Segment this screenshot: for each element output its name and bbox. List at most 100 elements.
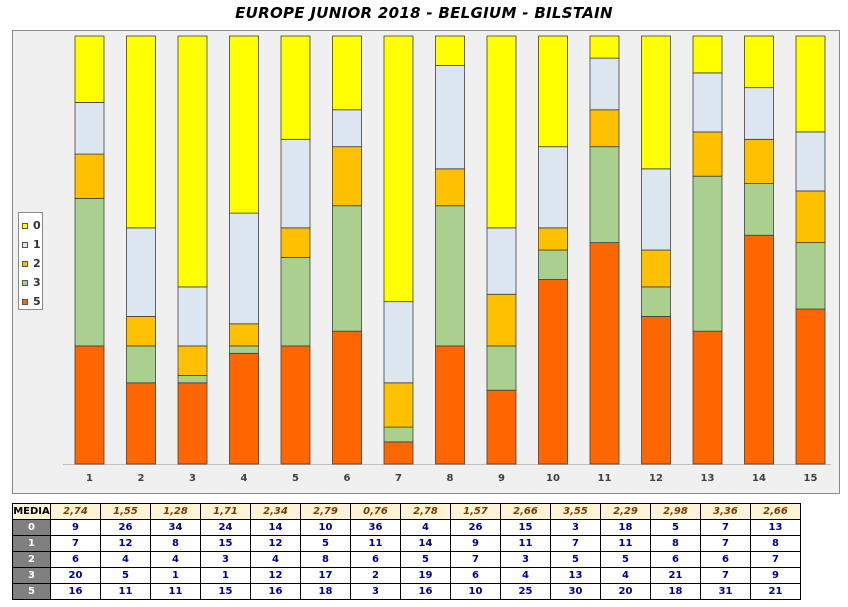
- bar-segment-3-3: [177, 375, 208, 384]
- table-row-label: 2: [12, 551, 51, 568]
- table-cell: 10: [300, 519, 351, 536]
- table-cell: 4: [250, 551, 301, 568]
- table-cell: 12: [100, 535, 151, 552]
- table-cell: 5: [550, 551, 601, 568]
- bar-segment-8-5: [435, 345, 465, 465]
- bar-segment-11-3: [589, 146, 620, 244]
- bar-segment-10-1: [538, 146, 568, 229]
- bar-segment-15-5: [795, 308, 826, 465]
- bar-segment-7-1: [383, 301, 414, 384]
- x-tick-label-5: 5: [292, 473, 299, 484]
- bar-segment-13-2: [692, 131, 723, 177]
- bar-segment-12-5: [641, 316, 671, 465]
- table-cell: 7: [550, 535, 601, 552]
- stacked-bar-chart: 1 2 3 4 5 6 7 8 9 10 11 12 13 14 15: [63, 35, 831, 484]
- chart-legend: 0 1 2 3 5: [18, 212, 43, 310]
- table-cell: 1,28: [150, 503, 201, 520]
- bar-segment-13-0: [692, 35, 723, 74]
- table-cell: 11: [600, 535, 651, 552]
- table-cell: 11: [150, 583, 201, 600]
- table-cell: 36: [350, 519, 401, 536]
- table-cell: 9: [450, 535, 501, 552]
- bar-segment-1-0: [74, 35, 105, 103]
- table-cell: 31: [700, 583, 751, 600]
- chart-plot-area: 1 2 3 4 5 6 7 8 9 10 11 12 13 14 15: [12, 30, 840, 494]
- bar-segment-12-3: [641, 286, 671, 317]
- table-row-label: 3: [12, 567, 51, 584]
- table-cell: 7: [750, 551, 801, 568]
- x-tick-label-2: 2: [138, 473, 145, 484]
- bar-segment-13-3: [692, 175, 723, 332]
- bar-segment-4-3: [229, 345, 259, 354]
- table-cell: 12: [250, 535, 301, 552]
- bar-segment-4-2: [229, 323, 259, 347]
- x-tick-label-8: 8: [447, 473, 454, 484]
- bar-segment-12-0: [641, 35, 671, 170]
- bar-segment-14-0: [744, 35, 774, 89]
- bar-segment-13-5: [692, 330, 723, 465]
- legend-item-0: 0: [19, 216, 42, 235]
- bar-segment-9-3: [486, 345, 517, 391]
- table-cell: 3: [500, 551, 551, 568]
- table-cell: 8: [650, 535, 701, 552]
- bar-segment-12-1: [641, 168, 671, 251]
- bar-segment-2-1: [126, 227, 156, 317]
- bar-segment-10-5: [538, 279, 568, 465]
- bar-segment-15-1: [795, 131, 826, 192]
- x-tick-label-3: 3: [189, 473, 196, 484]
- bar-segment-2-0: [126, 35, 156, 229]
- table-cell: 9: [50, 519, 101, 536]
- table-cell: 4: [150, 551, 201, 568]
- bar-segment-4-1: [229, 212, 259, 325]
- table-cell: 16: [50, 583, 101, 600]
- table-cell: 4: [100, 551, 151, 568]
- table-row-label: 1: [12, 535, 51, 552]
- table-cell: 4: [400, 519, 451, 536]
- bar-segment-1-2: [74, 153, 105, 199]
- bar-segment-6-2: [332, 146, 362, 207]
- bar-segment-9-5: [486, 389, 517, 465]
- table-cell: 5: [100, 567, 151, 584]
- table-row: 0 9 26 34 24 14 10 36 4 26 15 3 18 5 7 13: [12, 519, 801, 536]
- bar-segment-6-0: [332, 35, 362, 111]
- legend-label-3: 3: [33, 276, 41, 289]
- table-cell: 2,79: [300, 503, 351, 520]
- bar-segment-7-2: [383, 382, 414, 428]
- bar-segment-5-5: [280, 345, 311, 465]
- legend-label-2: 2: [33, 257, 41, 270]
- table-cell: 12: [250, 567, 301, 584]
- legend-swatch-1: [22, 241, 28, 248]
- table-cell: 2: [350, 567, 401, 584]
- table-cell: 2,34: [250, 503, 301, 520]
- x-tick-label-7: 7: [395, 473, 402, 484]
- table-cell: 6: [50, 551, 101, 568]
- bar-segment-11-5: [589, 242, 620, 465]
- legend-label-1: 1: [33, 238, 41, 251]
- table-cell: 11: [100, 583, 151, 600]
- table-cell: 8: [300, 551, 351, 568]
- table-row: 5 16 11 11 15 16 18 3 16 10 25 30 20 18 31 21: [12, 583, 801, 600]
- x-tick-label-11: 11: [598, 473, 612, 484]
- table-row: 3 20 5 1 1 12 17 2 19 6 4 13 4 21 7 9: [12, 567, 801, 584]
- table-row-label: MEDIA: [12, 503, 51, 520]
- bar-segment-13-1: [692, 72, 723, 133]
- legend-label-5: 5: [33, 295, 41, 308]
- bar-segment-6-5: [332, 330, 362, 465]
- table-cell: 2,66: [500, 503, 551, 520]
- table-cell: 7: [700, 519, 751, 536]
- bar-segment-7-0: [383, 35, 414, 303]
- table-cell: 18: [650, 583, 701, 600]
- bar-segment-9-2: [486, 293, 517, 347]
- table-cell: 2,78: [400, 503, 451, 520]
- table-cell: 2,66: [750, 503, 801, 520]
- table-cell: 16: [400, 583, 451, 600]
- table-cell: 3,55: [550, 503, 601, 520]
- bar-segment-4-0: [229, 35, 259, 214]
- table-cell: 21: [750, 583, 801, 600]
- bar-segment-1-5: [74, 345, 105, 465]
- x-tick-label-4: 4: [241, 473, 248, 484]
- legend-swatch-3: [22, 279, 28, 286]
- legend-swatch-5: [22, 298, 28, 305]
- table-cell: 1,71: [200, 503, 251, 520]
- bar-segment-8-3: [435, 205, 465, 347]
